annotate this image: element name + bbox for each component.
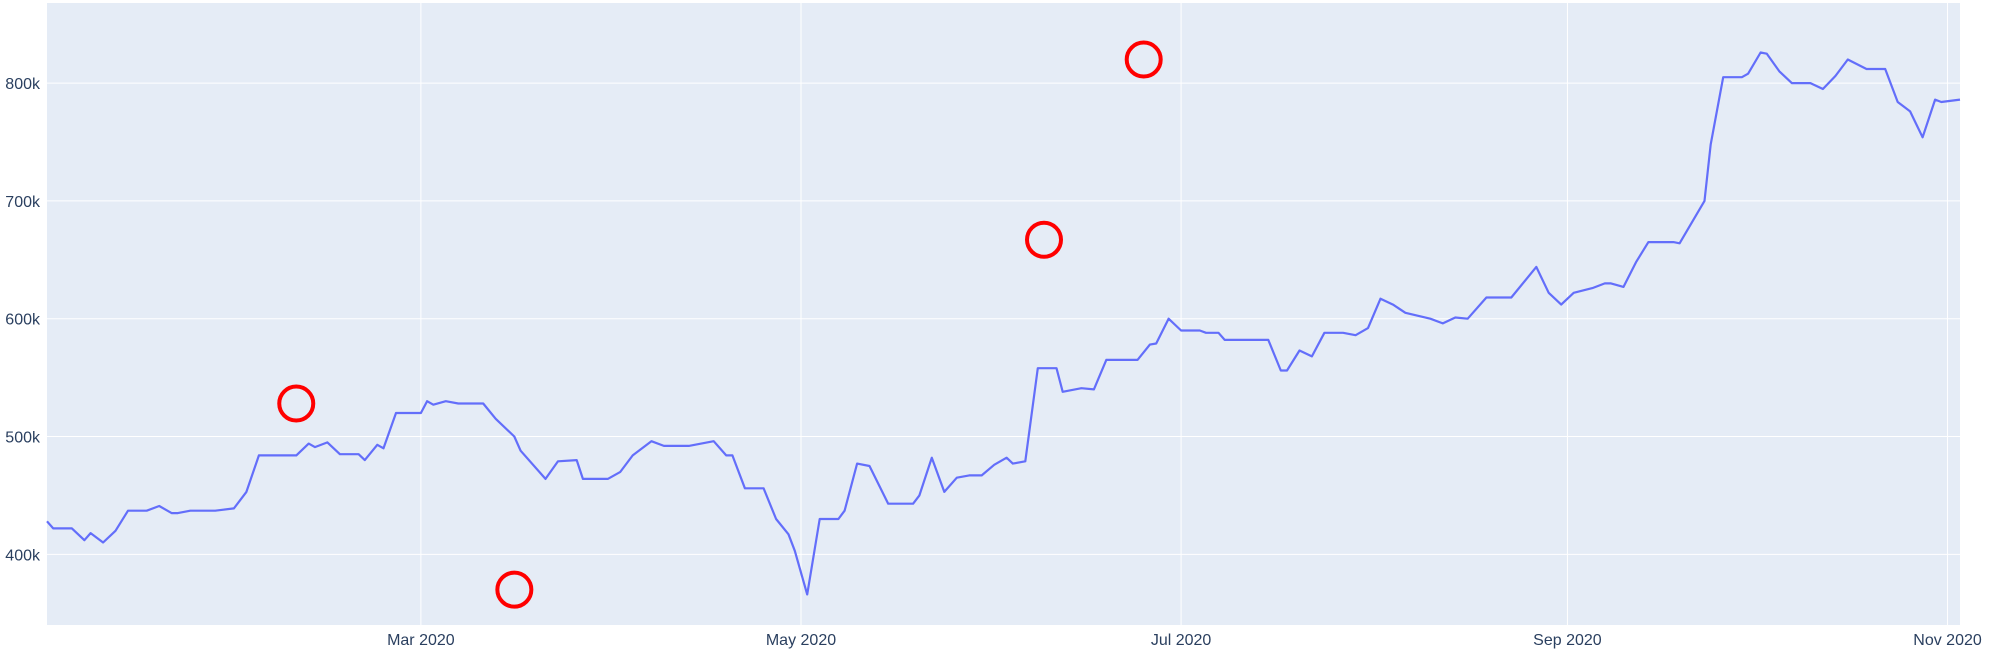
x-tick-label: Sep 2020 — [1533, 632, 1602, 649]
highlight-circle — [1025, 220, 1064, 259]
y-tick-label: 400k — [5, 547, 41, 564]
series-line — [46, 51, 1961, 596]
x-tick-label: Jul 2020 — [1151, 632, 1212, 649]
y-tick-label: 800k — [5, 76, 41, 93]
y-tick-label: 600k — [5, 312, 41, 329]
x-tick-label: Nov 2020 — [1913, 632, 1982, 649]
x-axis: Mar 2020 May 2020 Jul 2020 Sep 2020 Nov 2020 — [387, 632, 1982, 649]
highlight-circle — [1124, 40, 1163, 79]
series-group — [46, 51, 1961, 596]
highlight-markers — [277, 40, 1163, 609]
grid — [47, 3, 1960, 625]
highlight-circle — [495, 570, 534, 609]
highlight-circle — [277, 384, 316, 423]
y-tick-label: 700k — [5, 194, 41, 211]
y-tick-label: 500k — [5, 430, 41, 447]
x-tick-label: Mar 2020 — [387, 632, 455, 649]
plot-area — [47, 3, 1960, 625]
x-tick-label: May 2020 — [766, 632, 836, 649]
y-axis: 400k 500k 600k 700k 800k — [5, 76, 41, 564]
